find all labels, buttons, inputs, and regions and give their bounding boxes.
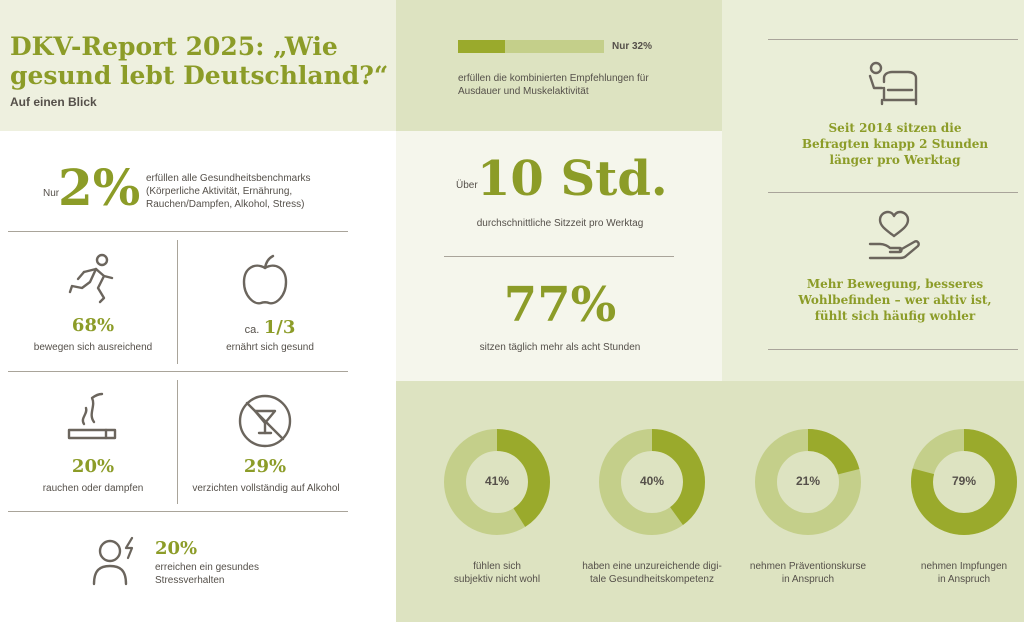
- exercise-text-line1: erfüllen die kombinierten Empfehlungen f…: [458, 73, 649, 84]
- benchmark-prefix: Nur: [43, 188, 60, 199]
- donut-value-label: 40%: [639, 474, 665, 488]
- divider: [768, 349, 1018, 350]
- fact2-line2: Wohlbefinden – wer aktiv ist,: [798, 293, 992, 307]
- divider: [177, 240, 178, 364]
- fact1-line3: länger pro Werktag: [829, 153, 961, 167]
- exercise-progress-fill: [458, 40, 505, 53]
- donut-chart: [755, 429, 861, 535]
- donut-caption-line1: nehmen Impfungen: [920, 561, 1008, 572]
- apple-icon: [240, 254, 290, 308]
- alcohol-value: 29%: [243, 456, 287, 477]
- donut-segment: [444, 429, 550, 535]
- donut-caption: nehmen Präventionskurse in Anspruch: [733, 560, 883, 586]
- page-title-line2: gesund lebt Deutschland?“: [10, 61, 389, 90]
- divider: [768, 192, 1018, 193]
- benchmark-text-line1: erfüllen alle Gesundheitsbenchmarks: [146, 173, 311, 184]
- nutrition-value: 1/3: [263, 317, 296, 338]
- donut-chart: [599, 429, 705, 535]
- nutrition-label: ernährt sich gesund: [226, 342, 314, 353]
- donut-segment: [911, 429, 1017, 535]
- donut-value-label: 41%: [484, 474, 510, 488]
- header-panel: [0, 0, 396, 131]
- stress-label-line1: erreichen ein gesundes: [155, 562, 259, 573]
- benchmark-text: erfüllen alle Gesundheitsbenchmarks (Kör…: [146, 172, 311, 211]
- no-alcohol-icon: [237, 393, 293, 449]
- fact1-line1: Seit 2014 sitzen die: [828, 121, 962, 135]
- fact1-text: Seit 2014 sitzen die Befragten knapp 2 S…: [772, 120, 1018, 168]
- donut-value-label: 21%: [795, 474, 821, 488]
- donut-caption: fühlen sich subjektiv nicht wohl: [422, 560, 572, 586]
- donut-caption: nehmen Impfungen in Anspruch: [889, 560, 1024, 586]
- activity-value: 68%: [71, 315, 115, 336]
- fact2-line3: fühlt sich häufig wohler: [814, 309, 976, 323]
- donut-segment: [599, 429, 705, 535]
- benchmark-text-line3: Rauchen/Dampfen, Alkohol, Stress): [146, 199, 305, 210]
- divider: [8, 511, 348, 512]
- donut-caption-line1: nehmen Präventionskurse: [749, 561, 867, 572]
- fact1-line2: Befragten knapp 2 Stunden: [801, 137, 989, 151]
- divider: [768, 39, 1018, 40]
- stress-label-line2: Stressverhalten: [155, 575, 225, 586]
- stress-value: 20%: [155, 538, 198, 559]
- alcohol-label: verzichten vollständig auf Alkohol: [192, 483, 340, 494]
- donut-value-label: 79%: [951, 474, 977, 488]
- exercise-panel: [396, 0, 722, 131]
- exercise-text-line2: Ausdauer und Muskelaktivität: [458, 86, 589, 97]
- donut-caption-line1: haben eine unzureichende digi-: [582, 561, 722, 572]
- divider: [444, 256, 674, 257]
- fact2-text: Mehr Bewegung, besseres Wohlbefinden – w…: [772, 276, 1018, 324]
- page-title: DKV-Report 2025: „Wie gesund lebt Deutsc…: [10, 32, 388, 90]
- exercise-text: erfüllen die kombinierten Empfehlungen f…: [458, 72, 649, 98]
- sitting-label: durchschnittliche Sitzzeit pro Werktag: [476, 218, 644, 229]
- sitting-pct-label: sitzen täglich mehr als acht Stunden: [479, 342, 641, 353]
- sitting-value: 10 Std.: [477, 151, 668, 207]
- donut-caption: haben eine unzureichende digi-tale Gesun…: [577, 560, 727, 586]
- donut-chart: [911, 429, 1017, 535]
- donut-caption-line2: tale Gesundheitskompetenz: [590, 574, 714, 585]
- smoking-value: 20%: [71, 456, 115, 477]
- cigarette-icon: [66, 392, 118, 442]
- benchmark-value: 2%: [58, 158, 141, 217]
- divider: [177, 380, 178, 504]
- benchmark-text-line2: (Körperliche Aktivität, Ernährung,: [146, 186, 293, 197]
- sofa-person-icon: [864, 60, 920, 108]
- stress-label: erreichen ein gesundes Stressverhalten: [155, 561, 259, 587]
- heart-hand-icon: [866, 210, 922, 262]
- exercise-progress-bar: [458, 40, 604, 53]
- smoking-label: rauchen oder dampfen: [42, 483, 144, 494]
- sitting-pct: 77%: [503, 277, 617, 333]
- divider: [8, 231, 348, 232]
- donut-caption-line2: in Anspruch: [781, 574, 835, 585]
- activity-label: bewegen sich ausreichend: [33, 342, 153, 353]
- nutrition-value-wrap: ca. 1/3: [200, 317, 340, 338]
- stressed-person-icon: [90, 536, 142, 588]
- page-title-line1: DKV-Report 2025: „Wie: [10, 32, 338, 61]
- exercise-bar-label: Nur 32%: [612, 41, 653, 52]
- donut-caption-line2: subjektiv nicht wohl: [453, 574, 541, 585]
- sitting-prefix: Über: [456, 180, 478, 191]
- running-person-icon: [64, 252, 120, 308]
- fact2-line1: Mehr Bewegung, besseres: [806, 277, 984, 291]
- donut-caption-line2: in Anspruch: [937, 574, 991, 585]
- nutrition-prefix: ca.: [244, 324, 260, 336]
- donut-chart: [444, 429, 550, 535]
- donut-caption-line1: fühlen sich: [473, 561, 521, 572]
- divider: [8, 371, 348, 372]
- page-subtitle: Auf einen Blick: [10, 95, 97, 109]
- donut-segment: [755, 429, 861, 535]
